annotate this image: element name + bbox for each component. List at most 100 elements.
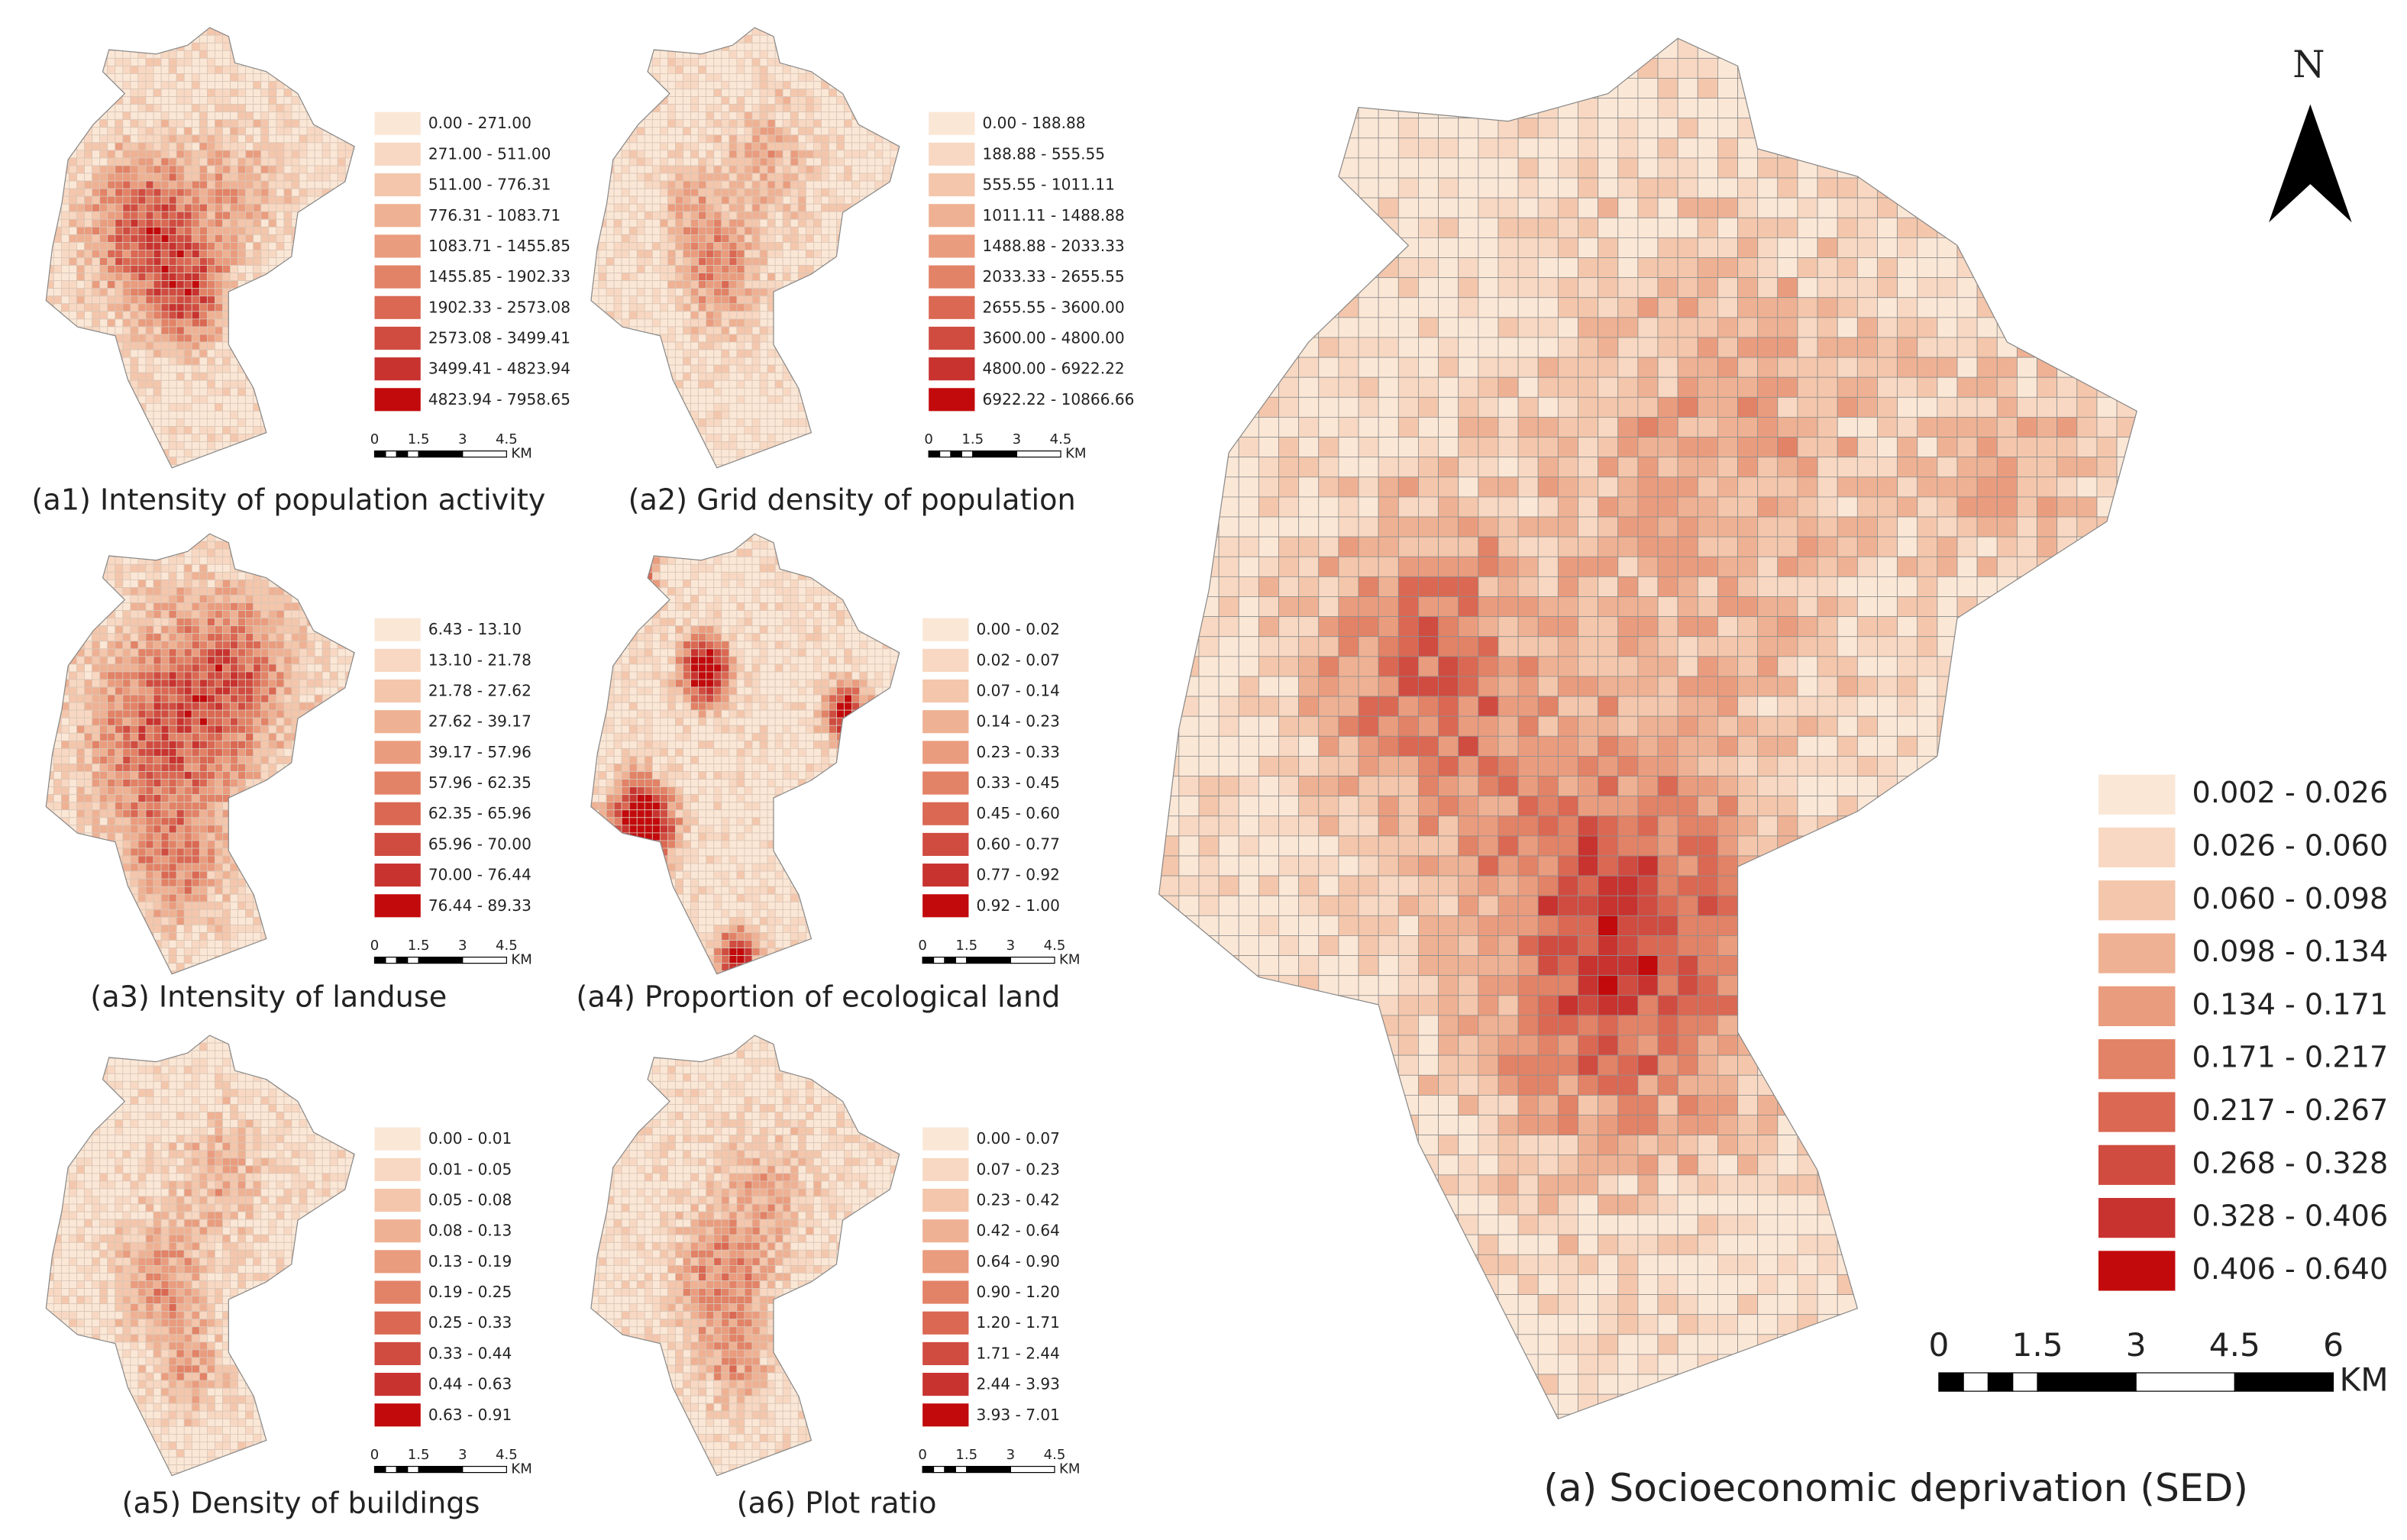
map-cell (191, 157, 200, 166)
map-cell (644, 81, 653, 89)
map-cell (721, 50, 730, 59)
map-cell (69, 180, 77, 189)
map-cell (651, 411, 661, 419)
map-cell (84, 273, 93, 282)
map-cell (667, 341, 676, 350)
map-cell (115, 548, 124, 557)
map-cell (115, 73, 124, 82)
map-cell (713, 418, 722, 427)
map-cell (268, 357, 277, 366)
map-cell (176, 104, 185, 113)
map-cell (299, 42, 308, 51)
map-cell (160, 548, 170, 557)
map-cell (130, 280, 139, 289)
map-cell (260, 104, 270, 113)
map-cell (283, 541, 292, 550)
map-cell (874, 449, 884, 458)
map-cell (130, 127, 139, 136)
map-cell (191, 134, 200, 144)
map-cell (168, 265, 177, 273)
map-cell (698, 349, 707, 358)
map-cell (636, 457, 645, 466)
map-cell (729, 180, 738, 189)
map-cell (230, 379, 238, 389)
map-cell (867, 364, 876, 373)
map-cell (53, 34, 62, 44)
map-cell (851, 73, 861, 82)
map-cell (183, 195, 192, 205)
map-cell (882, 73, 891, 82)
map-cell (253, 318, 262, 328)
map-cell (890, 457, 899, 466)
map-cell (237, 349, 247, 358)
map-cell (183, 81, 192, 89)
map-cell (245, 165, 254, 174)
map-cell (222, 42, 231, 51)
map-cell (721, 165, 730, 174)
map-cell (797, 464, 806, 468)
map-cell (46, 226, 54, 235)
map-cell (260, 73, 270, 82)
map-cell (352, 211, 355, 220)
map-cell (751, 295, 761, 305)
map-cell (598, 89, 607, 97)
map-cell (206, 464, 215, 468)
map-cell (253, 226, 262, 235)
map-cell (92, 411, 101, 419)
map-cell (675, 89, 683, 97)
map-cell (829, 195, 837, 205)
map-cell (253, 295, 262, 305)
map-cell (215, 188, 223, 197)
map-cell (92, 288, 101, 297)
map-cell (137, 104, 147, 113)
map-cell (805, 334, 814, 343)
map-cell (767, 119, 776, 128)
map-cell (644, 349, 653, 358)
map-cell (53, 372, 62, 381)
map-cell (260, 265, 270, 273)
map-cell (698, 111, 707, 121)
map-cell (890, 464, 899, 468)
map-cell (344, 211, 354, 220)
map-cell (821, 341, 829, 350)
map-cell (606, 234, 615, 243)
map-cell (782, 357, 791, 366)
map-cell (130, 402, 139, 412)
map-cell (844, 318, 853, 328)
map-cell (813, 326, 822, 335)
map-cell (191, 203, 200, 212)
map-cell (782, 311, 791, 320)
map-cell (69, 218, 77, 228)
map-cell (344, 449, 354, 458)
map-cell (851, 334, 861, 343)
map-cell (636, 288, 645, 297)
map-cell (191, 311, 200, 320)
map-cell (759, 402, 768, 412)
map-cell (729, 426, 738, 434)
map-cell (844, 218, 853, 228)
map-cell (644, 288, 653, 297)
map-cell (729, 250, 738, 258)
map-cell (145, 50, 154, 59)
map-cell (206, 234, 215, 243)
map-cell (698, 142, 707, 151)
map-cell (606, 411, 615, 419)
map-cell (145, 326, 154, 335)
map-cell (774, 218, 783, 228)
map-cell (245, 349, 254, 358)
map-cell (797, 134, 806, 144)
map-cell (659, 150, 668, 159)
map-cell (767, 226, 776, 235)
map-cell (667, 402, 676, 412)
map-cell (176, 173, 185, 182)
map-cell (253, 426, 262, 434)
map-cell (253, 556, 262, 565)
map-cell (628, 464, 638, 468)
map-cell (69, 402, 77, 412)
map-cell (675, 288, 683, 297)
map-cell (744, 257, 753, 266)
map-cell (782, 150, 791, 159)
map-cell (813, 96, 822, 105)
map-cell (222, 387, 231, 396)
map-cell (867, 134, 876, 144)
